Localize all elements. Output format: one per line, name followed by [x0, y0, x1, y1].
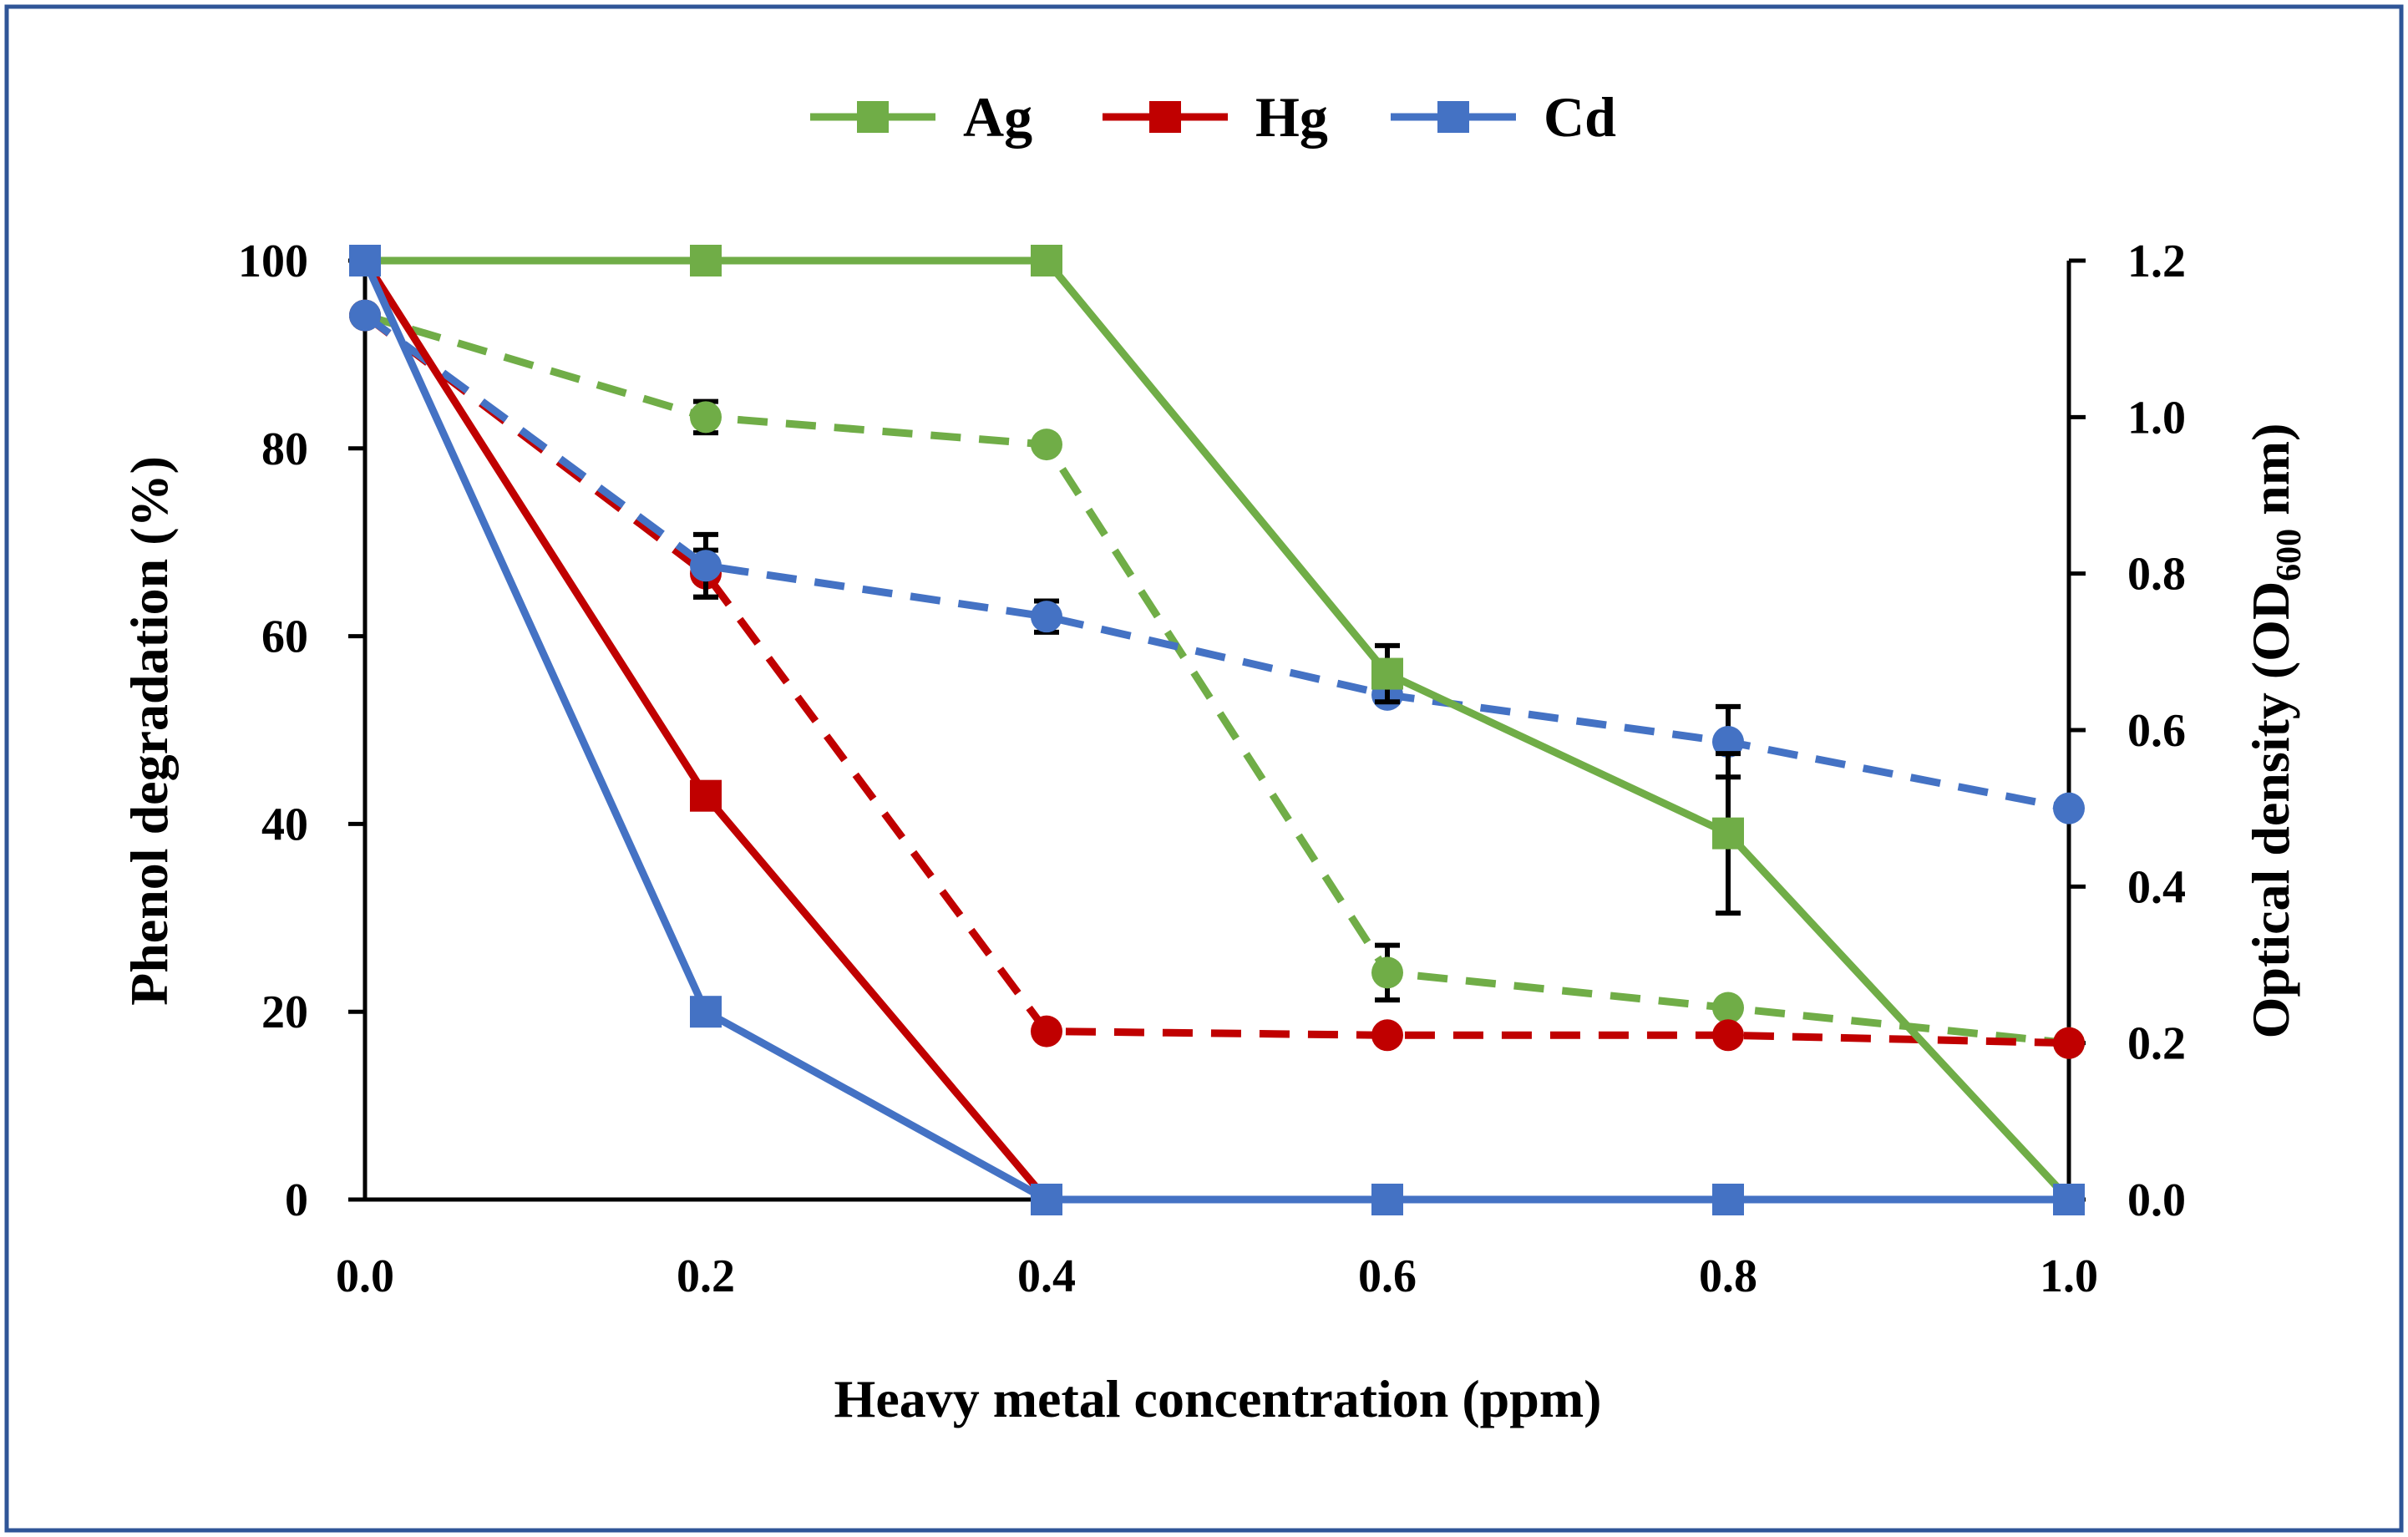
- legend-label: Hg: [1255, 85, 1328, 149]
- y-right-title-sub: 600: [2270, 529, 2309, 581]
- y-right-title-main: Optical density (OD: [2241, 581, 2300, 1039]
- marker-ag-phenol: [1371, 657, 1403, 690]
- x-tick-label: 0.4: [1017, 1250, 1076, 1302]
- x-axis-title: Heavy metal concentration (ppm): [834, 1369, 1602, 1428]
- axes: 0 20 40 60 80 100 0.0 0.2 0.4 0.6 0.8 1.0 1.2 0.0 0.2 0…: [238, 236, 2186, 1302]
- y-right-tick-label: 0.6: [2127, 705, 2186, 757]
- y-right-tick-label: 0.2: [2127, 1018, 2186, 1070]
- marker-ag-od: [1371, 956, 1403, 989]
- x-tick-label: 0.6: [1358, 1250, 1417, 1302]
- marker-ag-phenol: [690, 245, 722, 276]
- marker-ag-od: [1031, 429, 1062, 461]
- legend-item-hg: Hg: [1103, 85, 1328, 149]
- y-right-tick-label: 1.2: [2127, 236, 2186, 287]
- y-right-title-end: nm): [2241, 424, 2300, 529]
- marker-cd-phenol: [2053, 1184, 2085, 1215]
- y-left-tick-label: 0: [285, 1174, 308, 1226]
- y-left-tick-label: 40: [261, 799, 308, 850]
- x-tick-label: 0.2: [677, 1250, 735, 1302]
- y-left-axis-title: Phenol degradation (%): [119, 456, 179, 1006]
- legend-marker: [857, 101, 889, 133]
- series-line-cd-phenol: [361, 259, 2069, 1204]
- legend: Ag Hg Cd: [810, 85, 1616, 149]
- marker-ag-phenol: [1031, 245, 1062, 276]
- marker-hg-phenol: [690, 779, 722, 812]
- marker-ag-od: [1712, 992, 1744, 1024]
- marker-cd-phenol: [1712, 1184, 1744, 1215]
- legend-item-cd: Cd: [1391, 85, 1616, 149]
- marker-hg-od: [2053, 1027, 2085, 1059]
- marker-ag-phenol: [1712, 817, 1744, 850]
- marker-hg-od: [1371, 1019, 1403, 1052]
- y-left-tick-label: 100: [238, 236, 308, 287]
- legend-label: Ag: [963, 85, 1032, 149]
- series-line-ag-phenol: [365, 256, 2072, 1203]
- legend-label: Cd: [1544, 85, 1616, 149]
- marker-cd-od: [2053, 792, 2085, 824]
- series-cd-phenol: [349, 245, 2085, 1215]
- series-ag-phenol: [349, 245, 2085, 1215]
- x-tick-label: 0.8: [1699, 1250, 1757, 1302]
- legend-marker: [1437, 101, 1469, 133]
- x-tick-label: 1.0: [2040, 1250, 2098, 1302]
- labels: Heavy metal concentration (ppm) Phenol d…: [119, 424, 2309, 1428]
- marker-cd-phenol: [1371, 1184, 1403, 1215]
- marker-cd-od: [1031, 601, 1062, 633]
- marker-cd-od: [690, 550, 722, 582]
- marker-hg-od: [1031, 1015, 1062, 1047]
- y-left-tick-label: 20: [261, 987, 308, 1038]
- y-left-tick-label: 60: [261, 611, 308, 663]
- y-right-tick-label: 0.8: [2127, 549, 2186, 601]
- series-layer: [349, 245, 2085, 1215]
- y-right-tick-label: 0.4: [2127, 861, 2186, 913]
- marker-hg-od: [1712, 1019, 1744, 1052]
- x-tick-label: 0.0: [336, 1250, 394, 1302]
- y-right-axis-title: Optical density (OD600 nm): [2241, 424, 2309, 1039]
- marker-cd-phenol: [349, 245, 381, 276]
- y-left-tick-label: 80: [261, 424, 308, 475]
- marker-cd-phenol: [690, 996, 722, 1028]
- marker-ag-od: [690, 401, 722, 434]
- series-line-cd-od: [362, 312, 2070, 813]
- marker-cd-od: [349, 299, 381, 332]
- series-line-ag-od: [363, 312, 2070, 1047]
- legend-item-ag: Ag: [810, 85, 1032, 149]
- marker-cd-od: [1712, 726, 1744, 758]
- y-right-tick-label: 1.0: [2127, 392, 2186, 444]
- series-line-hg-od: [362, 312, 2070, 1047]
- marker-cd-phenol: [1031, 1184, 1062, 1215]
- y-right-tick-label: 0.0: [2127, 1174, 2186, 1226]
- legend-marker: [1149, 101, 1181, 133]
